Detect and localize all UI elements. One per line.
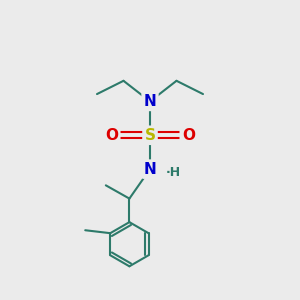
Text: N: N [144, 162, 156, 177]
Text: N: N [144, 94, 156, 109]
Text: S: S [145, 128, 155, 143]
Text: O: O [182, 128, 195, 143]
Text: O: O [105, 128, 118, 143]
Text: ·H: ·H [165, 166, 180, 179]
